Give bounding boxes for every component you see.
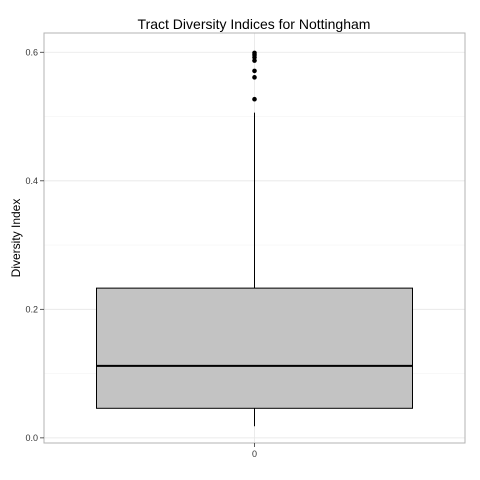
outlier-point xyxy=(252,68,257,74)
box-iqr xyxy=(96,287,413,409)
y-tick-label: 0.4 xyxy=(25,176,38,186)
y-axis-title: Diversity Index xyxy=(9,199,23,278)
outlier-point xyxy=(252,75,257,80)
x-tick-label: 0 xyxy=(252,449,257,459)
y-tick-label: 0.0 xyxy=(25,433,38,443)
outlier-point xyxy=(252,50,257,56)
outlier-point xyxy=(252,58,257,63)
chart-title: Tract Diversity Indices for Nottingham xyxy=(138,16,371,32)
outlier-point xyxy=(252,96,257,102)
plot-layer xyxy=(96,50,413,427)
y-tick-label: 0.2 xyxy=(25,304,38,314)
y-tick-label: 0.6 xyxy=(25,47,38,57)
axis-layer: 0.0 0.2 0.4 0.6 0 xyxy=(25,47,257,459)
